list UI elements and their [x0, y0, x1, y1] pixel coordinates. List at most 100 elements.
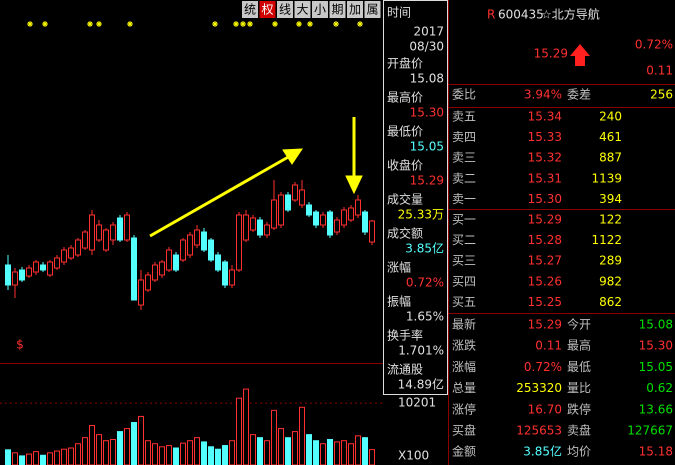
- order-label: 卖二: [452, 171, 476, 185]
- quote-flag: R: [487, 8, 495, 22]
- toolbar-button[interactable]: [347, 1, 363, 18]
- order-volume: 240: [599, 110, 622, 124]
- stat-value: 0.72%: [524, 360, 562, 374]
- volume-bar: [82, 437, 88, 465]
- info-label: 最低价: [387, 125, 423, 139]
- toolbar-label: 大: [296, 3, 308, 17]
- order-price: 15.26: [528, 274, 562, 288]
- volume-bar: [327, 439, 333, 465]
- toolbar-button[interactable]: [364, 1, 381, 18]
- volume-bar: [138, 415, 144, 465]
- toolbar-button[interactable]: [329, 1, 346, 18]
- stat-value: 253320: [516, 381, 562, 395]
- volume-bar: [145, 440, 151, 465]
- toolbar-label: 小: [314, 3, 326, 17]
- toolbar-button[interactable]: [277, 1, 293, 18]
- info-label: 涨幅: [387, 260, 411, 275]
- ratio-value: 256: [650, 88, 673, 102]
- order-price: 15.33: [528, 130, 562, 144]
- info-value: 15.05: [410, 140, 444, 154]
- volume-bar: [201, 441, 207, 465]
- candle-body: [348, 207, 354, 221]
- volume-bar: [33, 451, 39, 465]
- candle-body: [138, 279, 144, 306]
- candle-body: [306, 204, 312, 216]
- volume-bar: [159, 446, 165, 465]
- star: [357, 21, 363, 27]
- candle-body: [201, 231, 207, 251]
- order-label: 卖三: [452, 151, 476, 165]
- toolbar-button[interactable]: [312, 1, 328, 18]
- candle-body: [82, 231, 88, 249]
- stat-value: 15.05: [639, 360, 673, 374]
- candle-body: [187, 234, 193, 256]
- volume-bar: [341, 440, 347, 465]
- candle-body: [68, 247, 74, 259]
- quote-code: 600435: [498, 8, 544, 22]
- toolbar-button[interactable]: [294, 1, 311, 18]
- toolbar-label: 期: [331, 3, 343, 17]
- toolbar-button[interactable]: [259, 1, 276, 18]
- star: [27, 21, 33, 27]
- volume-bar: [299, 406, 305, 465]
- candle-body: [180, 239, 186, 261]
- candle-body: [61, 249, 67, 263]
- candle-body: [313, 211, 319, 226]
- candle-body: [341, 209, 347, 226]
- volume-bar: [215, 448, 221, 465]
- toolbar-button[interactable]: [242, 1, 258, 18]
- star: [42, 21, 48, 27]
- trend-arrows: [149, 117, 363, 238]
- quote-change-pct: 0.72%: [635, 38, 673, 52]
- stat-label: 买盘: [452, 423, 476, 438]
- candle-body: [369, 220, 375, 243]
- star: [333, 21, 339, 27]
- candle-body: [327, 211, 333, 236]
- ratio-value: 3.94%: [524, 88, 562, 102]
- info-value: 1.65%: [406, 310, 444, 324]
- volume-unit: X100: [398, 449, 429, 463]
- volume-bar: [89, 425, 95, 465]
- candle-body: [215, 254, 221, 271]
- info-label: 振幅: [387, 294, 411, 309]
- stat-label: 涨停: [452, 401, 476, 416]
- star: [240, 21, 246, 27]
- volume-bar: [12, 452, 18, 465]
- quote-name: ☆北方导航: [541, 7, 600, 22]
- candle-body: [334, 219, 340, 233]
- stat-label: 最低: [567, 360, 591, 374]
- info-value: 08/30: [409, 40, 444, 54]
- volume-bar: [229, 440, 235, 465]
- star: [96, 21, 102, 27]
- info-value: 1.701%: [398, 344, 444, 358]
- order-label: 买一: [452, 213, 476, 227]
- volume-bar: [278, 428, 284, 465]
- volume-bar: [222, 445, 228, 465]
- volume-bar: [271, 409, 277, 465]
- info-value: 14.89亿: [398, 377, 444, 392]
- info-label: 最高价: [387, 90, 423, 105]
- stat-label: 跌停: [567, 401, 591, 416]
- stat-value: 15.08: [639, 318, 673, 332]
- stat-value: 16.70: [528, 402, 562, 416]
- volume-bar: [257, 437, 263, 465]
- volume-bar: [152, 443, 158, 465]
- candle-body: [257, 219, 263, 236]
- order-volume: 461: [599, 130, 622, 144]
- volume-bar: [369, 449, 375, 465]
- stat-label: 涨幅: [452, 359, 476, 374]
- candle-body: [12, 271, 18, 286]
- volume-bar: [124, 428, 130, 465]
- star: [87, 21, 93, 27]
- order-price: 15.30: [528, 192, 562, 206]
- order-label: 卖四: [452, 130, 476, 144]
- kline-marker: $: [16, 338, 24, 352]
- volume-bar: [243, 388, 249, 465]
- stat-value: 3.85亿: [523, 444, 562, 459]
- info-value: 15.08: [410, 72, 444, 86]
- ratio-label: 委差: [567, 88, 591, 102]
- stat-label: 金额: [452, 444, 476, 459]
- candle-body: [47, 261, 53, 276]
- candle-body: [40, 264, 46, 271]
